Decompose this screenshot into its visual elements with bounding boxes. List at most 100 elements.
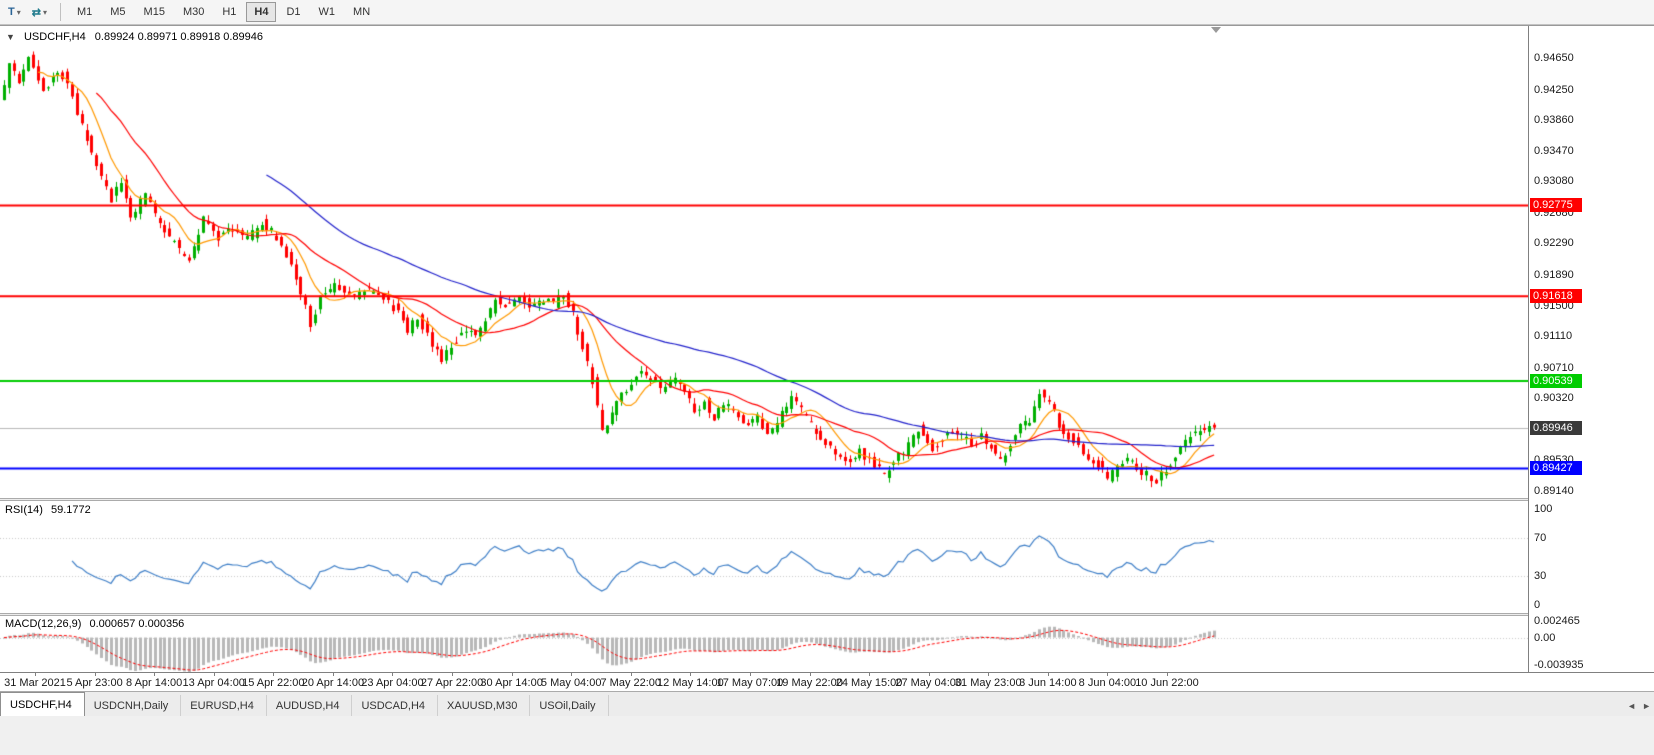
price-tick: 0.90710 <box>1534 361 1574 374</box>
chart-tab-usoil[interactable]: USOil,Daily <box>530 695 609 716</box>
time-axis[interactable]: 31 Mar 2021 5 Apr 23:00 8 Apr 14:00 13 Apr … <box>0 672 1654 692</box>
time-tick-label: 5 Apr 23:00 <box>66 677 123 689</box>
chart-tab-audusd[interactable]: AUDUSD,H4 <box>267 695 353 716</box>
timeframe-m30-button[interactable]: M30 <box>182 6 205 18</box>
chart-tab-usdcnh[interactable]: USDCNH,Daily <box>85 695 182 716</box>
timeframe-h1-button[interactable]: H1 <box>222 6 237 18</box>
time-tick-label: 7 May 22:00 <box>600 677 662 689</box>
price-tick: 0.89140 <box>1534 484 1574 497</box>
time-tick-label: 24 May 15:00 <box>835 677 903 689</box>
level-price-flag: 0.92775 <box>1530 198 1582 213</box>
time-tick-label: 31 May 23:00 <box>954 677 1022 689</box>
tab-strip: USDCHF,H4 USDCNH,Daily EURUSD,H4 AUDUSD,H4 U… <box>0 692 609 716</box>
time-tick-mark <box>690 673 691 676</box>
time-tick-mark <box>392 673 393 676</box>
time-tick-label: 10 Jun 22:00 <box>1135 677 1199 689</box>
time-tick-mark <box>452 673 453 676</box>
timeframe-m1-button[interactable]: M1 <box>76 6 93 18</box>
macd-indicator-name: MACD(12,26,9) <box>5 618 82 630</box>
toolbar-separator <box>59 3 61 21</box>
rsi-indicator-name: RSI(14) <box>5 504 43 516</box>
time-tick-label: 27 Apr 22:00 <box>420 677 484 689</box>
macd-values: 0.000657 0.000356 <box>89 618 185 630</box>
pane-divider[interactable] <box>0 498 1654 501</box>
timeframe-d1-button[interactable]: D1 <box>286 6 301 18</box>
time-tick-label: 15 Apr 22:00 <box>242 677 305 689</box>
time-tick-label: 31 Mar 2021 <box>4 677 66 689</box>
macd-pane-canvas[interactable] <box>0 616 1528 672</box>
time-tick-label: 17 May 07:00 <box>716 677 784 689</box>
chart-shift-marker[interactable] <box>1211 27 1221 33</box>
rsi-value: 59.1772 <box>50 504 91 516</box>
rsi-tick: 100 <box>1534 502 1553 515</box>
symbols-button[interactable]: ⇄ ▾ <box>27 2 52 22</box>
tab-scroll-right-icon[interactable]: ► <box>1642 701 1651 711</box>
time-tick-label: 30 Apr 14:00 <box>480 677 543 689</box>
time-tick-label: 8 Jun 04:00 <box>1078 677 1137 689</box>
time-tick-mark <box>869 673 870 676</box>
rsi-tick: 70 <box>1534 531 1547 544</box>
chevron-down-icon: ▾ <box>42 7 47 17</box>
time-tick-mark <box>929 673 930 676</box>
timeframe-mn-button[interactable]: MN <box>353 6 371 18</box>
chart-tab-xauusd[interactable]: XAUUSD,M30 <box>438 695 531 716</box>
status-bar <box>0 716 1654 755</box>
price-tick: 0.93860 <box>1534 114 1574 127</box>
chart-tab-usdcad[interactable]: USDCAD,H4 <box>352 695 439 716</box>
price-pane-canvas[interactable] <box>0 27 1528 498</box>
macd-label: MACD(12,26,9) 0.000657 0.000356 <box>5 618 184 630</box>
time-tick-mark <box>810 673 811 676</box>
pane-divider[interactable] <box>0 613 1654 616</box>
macd-tick: 0.00 <box>1534 631 1556 644</box>
time-tick-label: 12 May 14:00 <box>657 677 724 689</box>
chart-type-button[interactable]: T ▾ <box>3 2 26 22</box>
timeframe-m5-button[interactable]: M5 <box>110 6 126 18</box>
chart-title: ▼ USDCHF,H4 0.89924 0.89971 0.89918 0.89… <box>6 31 263 43</box>
time-tick-mark <box>333 673 334 676</box>
time-tick-mark <box>1048 673 1049 676</box>
chart-type-icon: T <box>8 6 15 18</box>
time-tick-mark <box>988 673 989 676</box>
price-axis[interactable]: 0.94650 0.94250 0.93860 0.93470 0.93080 0.926… <box>1528 26 1654 672</box>
timeframe-group: M1 M5 M15 M30 H1 H4 D1 W1 MN <box>68 2 379 22</box>
toolbar: T ▾ ⇄ ▾ M1 M5 M15 M30 H1 H4 D1 W1 MN <box>0 0 1654 25</box>
price-tick: 0.91890 <box>1534 268 1574 281</box>
price-tick: 0.91110 <box>1534 330 1573 343</box>
time-tick-mark <box>750 673 751 676</box>
macd-tick: -0.003935 <box>1534 659 1584 671</box>
timeframe-m15-button[interactable]: M15 <box>143 6 165 18</box>
rsi-label: RSI(14) 59.1772 <box>5 504 91 516</box>
price-tick: 0.93470 <box>1534 144 1574 157</box>
chart-tab-usdchf[interactable]: USDCHF,H4 <box>0 692 85 716</box>
time-tick-label: 23 Apr 04:00 <box>361 677 424 689</box>
level-price-flag: 0.89427 <box>1530 461 1582 476</box>
tab-scroll-left-icon[interactable]: ◄ <box>1627 701 1637 711</box>
time-tick-mark <box>154 673 155 676</box>
time-tick-mark <box>95 673 96 676</box>
time-tick-label: 19 May 22:00 <box>776 677 843 689</box>
chart-window: ▼ USDCHF,H4 0.89924 0.89971 0.89918 0.89… <box>0 25 1654 692</box>
rsi-pane-canvas[interactable] <box>0 501 1528 613</box>
chevron-down-icon: ▾ <box>16 7 21 17</box>
time-tick-label: 20 Apr 14:00 <box>301 677 365 689</box>
time-tick-label: 27 May 04:00 <box>895 677 962 689</box>
symbols-icon: ⇄ <box>31 6 41 19</box>
price-tick: 0.90320 <box>1534 392 1574 405</box>
collapse-icon[interactable]: ▼ <box>6 32 15 42</box>
timeframe-h4-button[interactable]: H4 <box>246 2 277 22</box>
chart-tab-eurusd[interactable]: EURUSD,H4 <box>181 695 267 716</box>
price-tick: 0.92290 <box>1534 237 1574 250</box>
time-tick-label: 5 May 04:00 <box>540 677 602 689</box>
time-tick-label: 13 Apr 04:00 <box>182 677 245 689</box>
level-price-flag: 0.90539 <box>1530 374 1582 389</box>
price-tick: 0.94250 <box>1534 83 1574 96</box>
timeframe-w1-button[interactable]: W1 <box>318 6 336 18</box>
time-tick-label: 3 Jun 14:00 <box>1019 677 1077 689</box>
time-tick-label: 8 Apr 14:00 <box>126 677 183 689</box>
rsi-tick: 30 <box>1534 570 1547 583</box>
price-tick: 0.94650 <box>1534 52 1574 65</box>
current-price-flag: 0.89946 <box>1530 420 1582 435</box>
rsi-tick: 0 <box>1534 599 1541 612</box>
chart-tab-bar: USDCHF,H4 USDCNH,Daily EURUSD,H4 AUDUSD,H4 U… <box>0 691 1654 716</box>
